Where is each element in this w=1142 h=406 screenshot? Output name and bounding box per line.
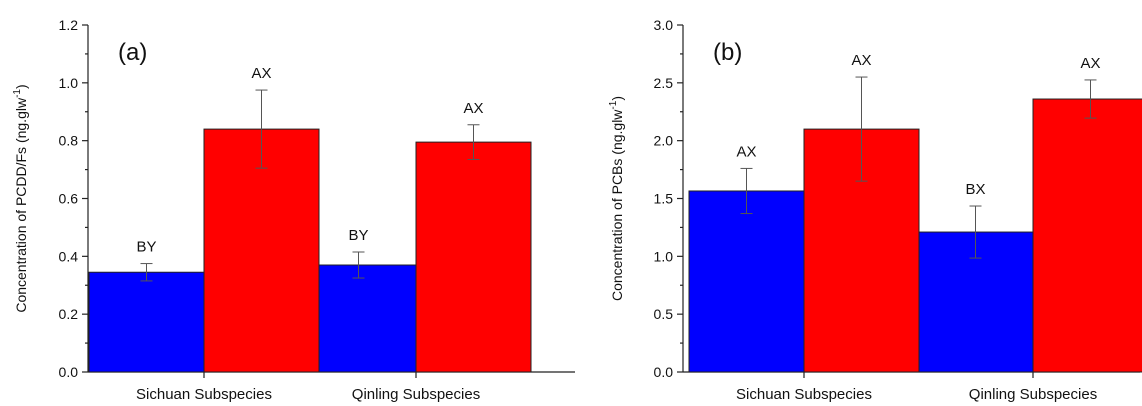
bar <box>300 264 417 373</box>
chart-panel-a: 0.0 0.2 0.4 0.6 0.8 1.0 1.2 Sichuan Subspecies Q… <box>12 17 575 403</box>
y-tick-label: 0.4 <box>59 248 79 264</box>
y-tick-label: 2.0 <box>654 133 674 149</box>
significance-label: AX <box>1080 55 1100 72</box>
bar <box>88 271 205 373</box>
panel-label: (b) <box>713 39 742 66</box>
bar <box>1032 98 1142 373</box>
significance-label: AX <box>463 100 483 117</box>
significance-label: AX <box>736 143 756 160</box>
chart-panel-b: 0.0 0.5 1.0 1.5 2.0 2.5 3.0 Sichuan Subspecies Q… <box>608 17 1142 403</box>
significance-label: AX <box>851 52 871 69</box>
significance-label: BX <box>965 181 985 198</box>
y-tick-label: 0.5 <box>654 306 674 322</box>
y-tick-label: 0.6 <box>59 191 79 207</box>
significance-label: AX <box>251 65 271 82</box>
y-axis-label-close: ) <box>609 96 625 101</box>
panel-label: (a) <box>118 39 147 66</box>
y-axis-label: Concentration of PCBs (ng.glw-1) <box>608 96 625 301</box>
y-tick-label: 0.0 <box>59 364 79 380</box>
x-category-label: Sichuan Subspecies <box>136 386 272 403</box>
x-category-label: Sichuan Subspecies <box>736 386 872 403</box>
significance-label: BY <box>136 239 156 256</box>
y-axis-label-superscript: -1 <box>608 100 619 109</box>
y-tick-label: 3.0 <box>654 17 674 33</box>
y-tick-label: 0.0 <box>654 364 674 380</box>
y-axis-label-main: Concentration of PCDD/Fs (ng.glw <box>13 97 29 313</box>
y-axis-label: Concentration of PCDD/Fs (ng.glw-1) <box>12 84 29 312</box>
y-tick-label: 1.2 <box>59 17 79 33</box>
y-tick-label: 1.5 <box>654 191 674 207</box>
y-tick-label: 0.8 <box>59 133 79 149</box>
y-axis-label-main: Concentration of PCBs (ng.glw <box>609 109 625 301</box>
bar <box>415 141 532 373</box>
y-axis-label-superscript: -1 <box>12 89 23 98</box>
y-tick-label: 0.2 <box>59 306 79 322</box>
significance-label: BY <box>348 227 368 244</box>
x-category-label: Qinling Subspecies <box>969 386 1097 403</box>
y-axis-label-close: ) <box>13 84 29 89</box>
bar <box>203 128 320 373</box>
x-category-label: Qinling Subspecies <box>352 386 480 403</box>
y-tick-label: 2.5 <box>654 75 674 91</box>
y-tick-label: 1.0 <box>59 75 79 91</box>
y-tick-label: 1.0 <box>654 248 674 264</box>
bar <box>688 190 805 373</box>
